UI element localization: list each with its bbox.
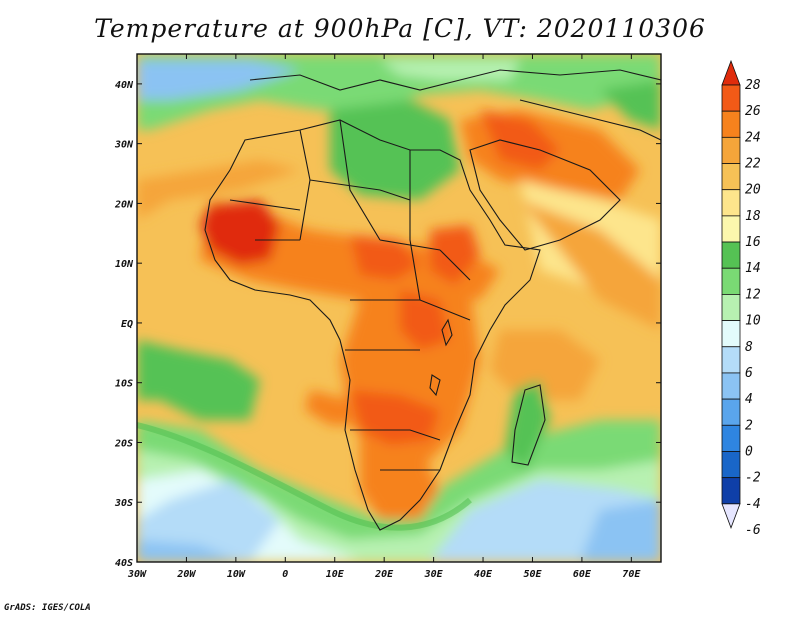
x-axis: 30W 20W 10W 0 10E 20E 30E 40E 50E 60E 70E — [127, 54, 641, 580]
colorbar-swatch — [721, 424, 741, 452]
credit-text: GrADS: IGES/COLA — [4, 603, 91, 613]
y-tick-label: 20N — [114, 199, 134, 210]
x-tick-label: 50E — [523, 569, 542, 580]
colorbar-swatch — [721, 451, 741, 479]
x-tick-label: 30W — [127, 569, 147, 580]
colorbar-label: 24 — [745, 130, 761, 145]
colorbar-swatch — [721, 84, 741, 112]
y-tick-label: 40S — [115, 558, 133, 569]
colorbar-label: 10 — [745, 314, 761, 329]
y-tick-label: 20S — [114, 438, 133, 449]
colorbar-swatch — [721, 346, 741, 374]
colorbar-swatch — [721, 110, 741, 138]
colorbar-label: 8 — [745, 340, 753, 355]
y-tick-label: 10N — [115, 259, 134, 270]
x-tick-label: 10W — [227, 569, 246, 580]
y-tick-label: EQ — [121, 319, 133, 330]
x-tick-label: 20W — [176, 569, 196, 580]
colorbar-swatch — [721, 477, 741, 505]
map-title: Temperature at 900hPa [C], VT: 202011030… — [94, 14, 706, 43]
x-tick-label: 10E — [326, 569, 345, 580]
colorbar-swatch — [721, 320, 741, 348]
colorbar-label: 20 — [745, 183, 761, 198]
y-axis: 40S 30S 20S 10S EQ 10N 20N 30N 40N — [114, 80, 661, 569]
x-tick-label: 20E — [374, 569, 394, 580]
colorbar-label: -2 — [745, 471, 761, 486]
x-tick-label: 40E — [474, 569, 493, 580]
x-tick-label: 0 — [282, 569, 288, 580]
colorbar-swatch — [721, 189, 741, 217]
colorbar-label: 6 — [745, 366, 753, 381]
x-tick-label: 60E — [573, 569, 592, 580]
y-tick-label: 10S — [115, 379, 133, 390]
colorbar-bottom-arrow — [721, 503, 741, 529]
y-tick-label: 40N — [115, 80, 134, 91]
temperature-field — [137, 54, 661, 562]
colorbar-swatch — [721, 267, 741, 295]
y-tick-label: 30N — [114, 140, 134, 151]
colorbar-label: 28 — [745, 78, 761, 93]
colorbar-label: 14 — [745, 261, 761, 276]
x-tick-label: 70E — [622, 569, 641, 580]
coastlines — [204, 69, 661, 531]
colorbar-top-arrow — [721, 59, 741, 86]
colorbar-swatch — [721, 372, 741, 400]
colorbar-label: 16 — [745, 235, 761, 250]
colorbar-label: 12 — [745, 287, 761, 302]
colorbar-swatch — [721, 241, 741, 269]
colorbar-label: 4 — [745, 392, 753, 407]
colorbar-swatch — [721, 136, 741, 164]
colorbar-label: 26 — [745, 104, 761, 119]
y-tick-label: 30S — [114, 498, 133, 509]
colorbar-label: 22 — [745, 157, 761, 172]
colorbar-swatch — [721, 215, 741, 243]
colorbar-label: 18 — [745, 209, 761, 224]
plot-frame — [136, 53, 662, 563]
x-tick-label: 30E — [424, 569, 444, 580]
colorbar-label: -6 — [745, 523, 761, 538]
colorbar-swatch — [721, 294, 741, 321]
colorbar-swatch — [721, 398, 741, 426]
colorbar-label: 2 — [745, 418, 753, 433]
colorbar-label: 0 — [745, 444, 753, 459]
colorbar-swatch — [721, 163, 741, 191]
colorbar-label: -4 — [745, 497, 761, 512]
